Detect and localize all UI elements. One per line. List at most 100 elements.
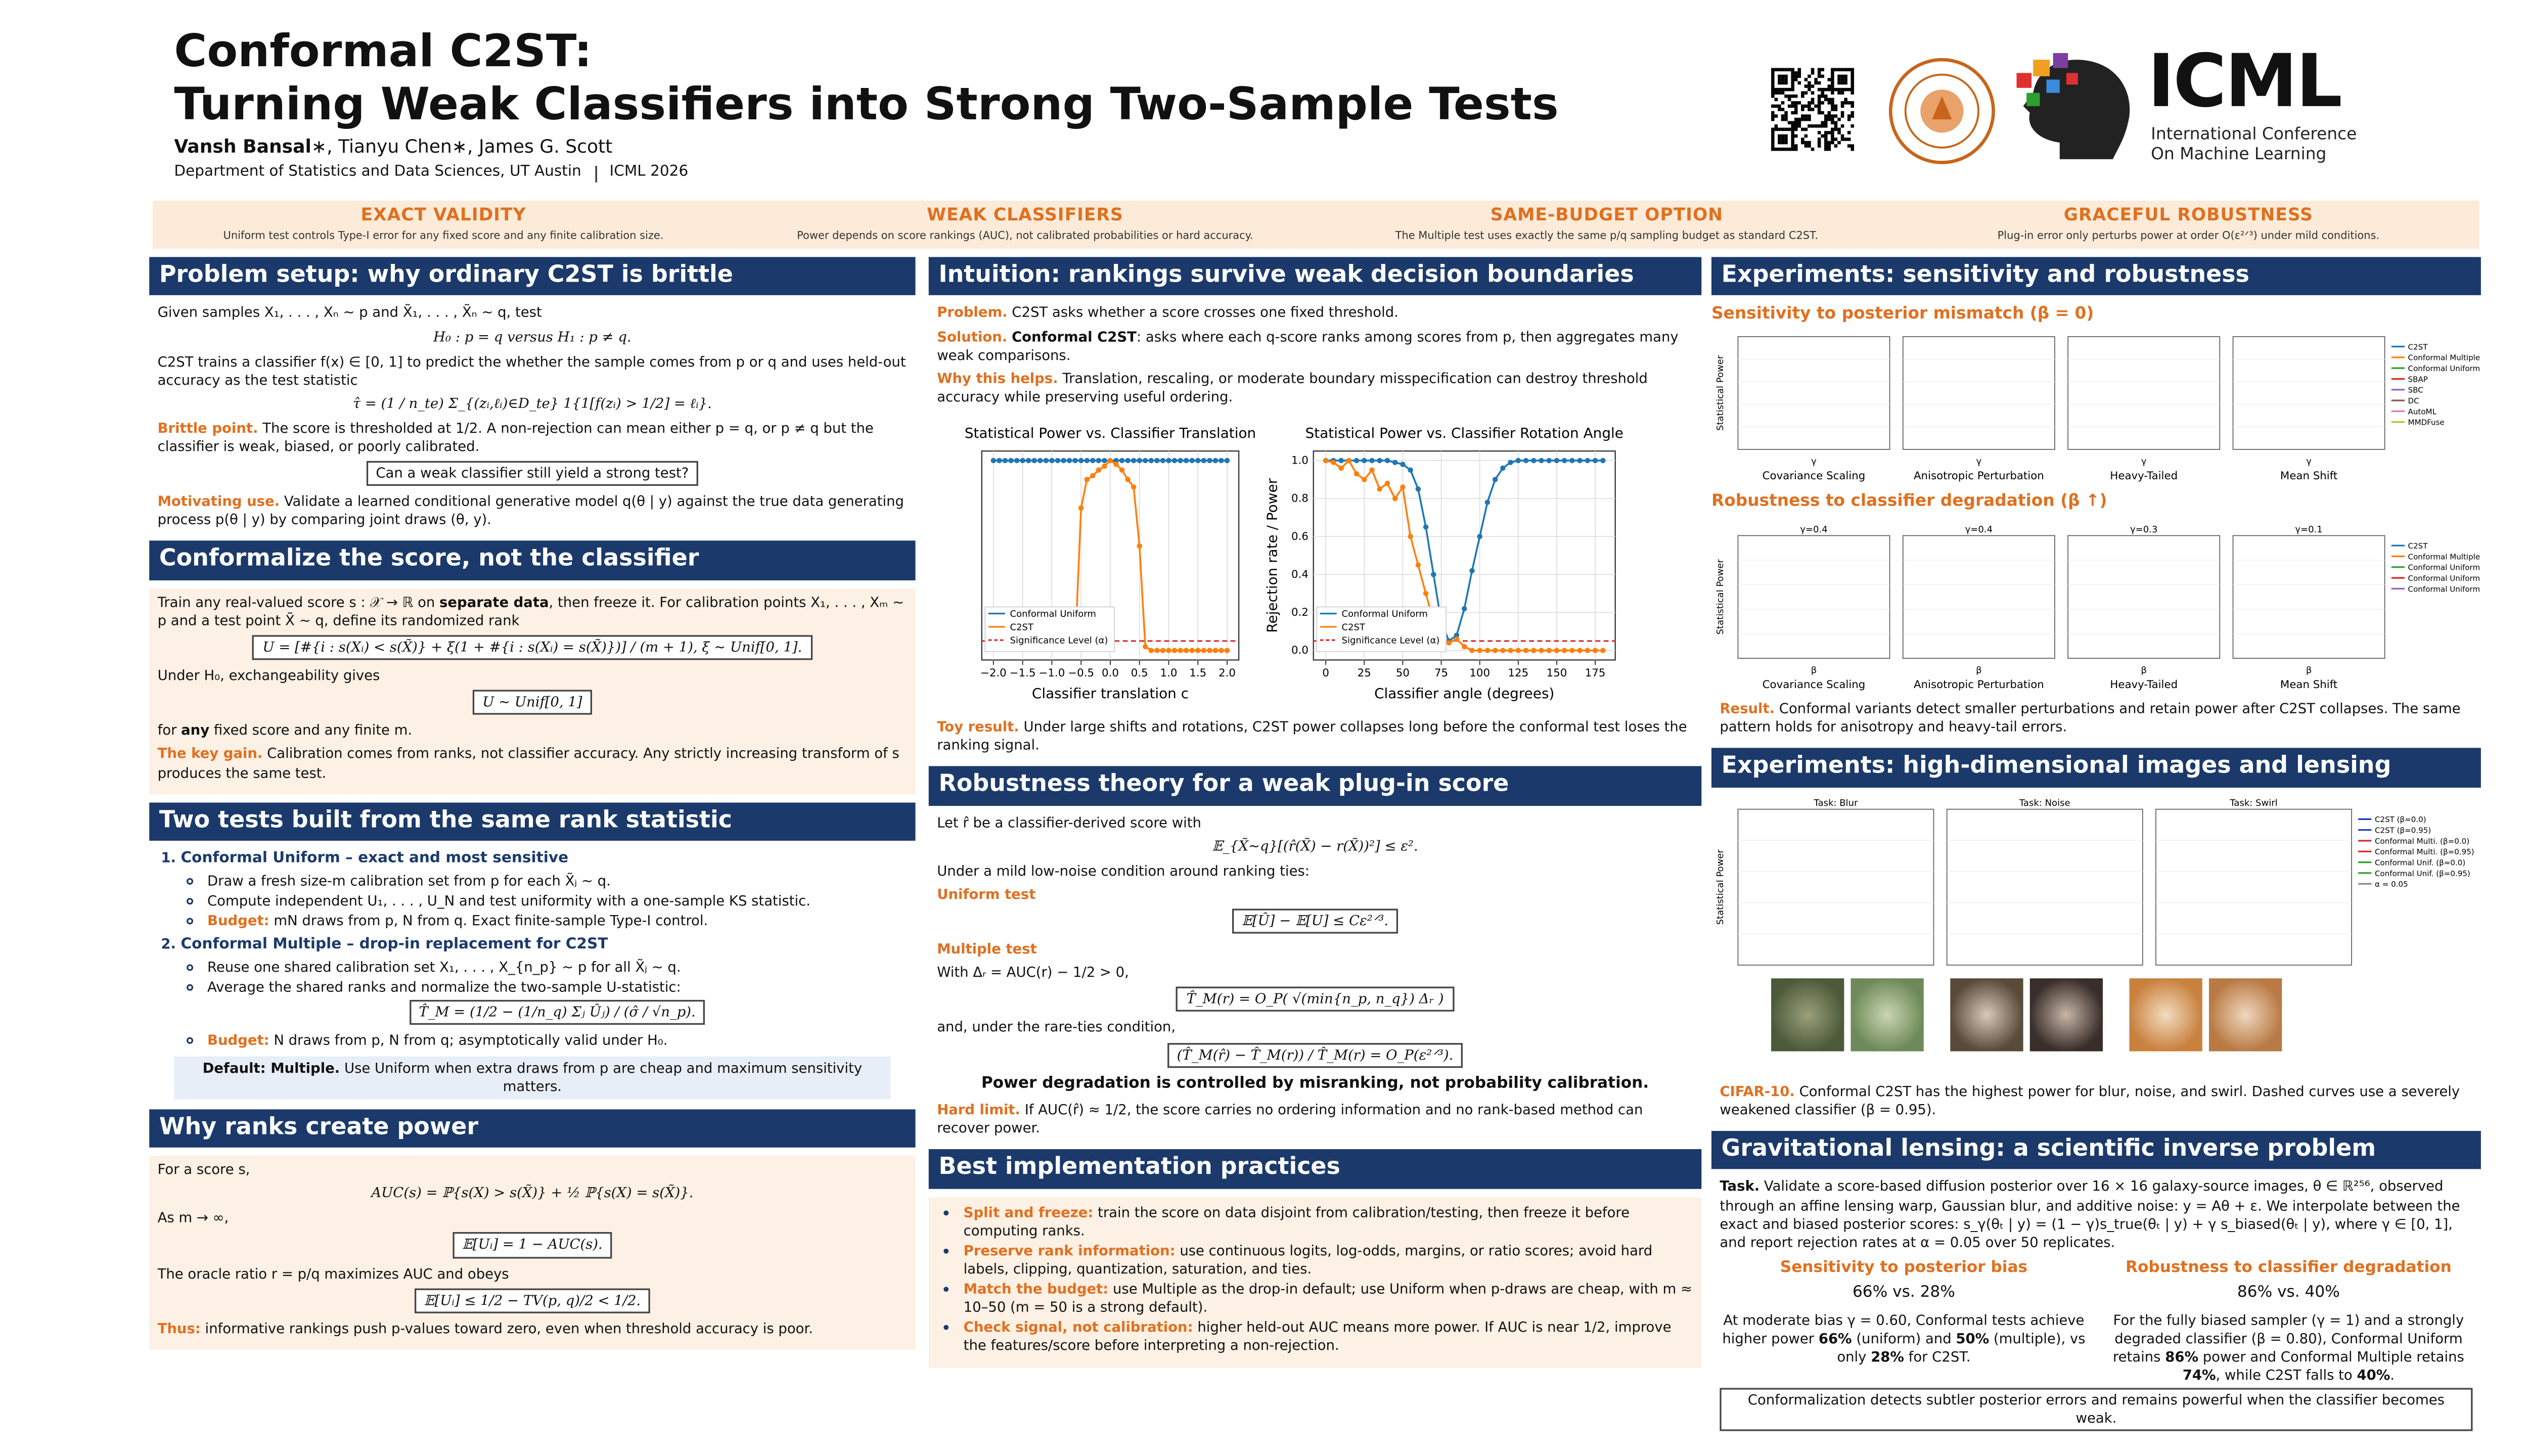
- text-run: The score is thresholded at 1/2. A non-r…: [157, 419, 874, 454]
- legend-label: Significance Level (α): [1342, 635, 1440, 646]
- bullet-item: Match the budget: use Multiple as the dr…: [964, 1281, 1693, 1317]
- qr-module: [1837, 91, 1841, 95]
- banner-text: Power depends on score rankings (AUC), n…: [797, 229, 1253, 242]
- qr-module: [1781, 141, 1785, 145]
- qr-module: [1821, 134, 1824, 138]
- data-point: [1131, 484, 1137, 490]
- section-title: Best implementation practices: [928, 1150, 1702, 1189]
- section-body: Conformal Uniform – exact and most sensi…: [149, 849, 915, 1109]
- y-tick-label: 0.4: [1291, 568, 1308, 581]
- section-title: Two tests built from the same rank stati…: [149, 802, 916, 841]
- text-run: As m → ∞,: [157, 1209, 229, 1226]
- paragraph: Thus: informative rankings push p-values…: [158, 1320, 908, 1338]
- text-run: If AUC(r̂) ≈ 1/2, the score carries no o…: [937, 1101, 1643, 1136]
- qr-module: [1781, 134, 1785, 138]
- qr-module: [1778, 127, 1781, 131]
- qr-module: [1831, 81, 1834, 85]
- data-point: [1125, 477, 1131, 482]
- bold-term: Vansh Bansal: [174, 135, 311, 158]
- bold-term: Default: Multiple.: [202, 1059, 340, 1076]
- x-axis-label: β: [2306, 665, 2312, 675]
- paragraph: and, under the rare-ties condition,: [937, 1019, 1693, 1037]
- data-point: [1423, 590, 1429, 596]
- qr-module: [1840, 81, 1844, 85]
- x-axis-label: Classifier translation c: [1032, 685, 1189, 702]
- bullet-item: Budget: mN draws from p, N from q. Exact…: [207, 913, 907, 931]
- legend-label: C2ST: [1010, 622, 1034, 632]
- column: Experiments: sensitivity and robustness …: [1711, 257, 2498, 1445]
- qr-module: [1850, 91, 1855, 95]
- qr-module: [1771, 114, 1775, 118]
- data-point: [1454, 636, 1460, 642]
- qr-module: [1778, 68, 1781, 72]
- qr-module: [1784, 134, 1788, 138]
- text-run: Use Uniform when extra draws from p are …: [340, 1059, 863, 1094]
- qr-module: [1831, 98, 1834, 102]
- bold-term: 66%: [1818, 1330, 1852, 1347]
- qr-module: [1827, 144, 1831, 148]
- qr-module: [1797, 71, 1801, 75]
- qr-module: [1824, 144, 1828, 148]
- result-heading: Sensitivity to posterior bias: [1780, 1258, 2028, 1277]
- qr-module: [1840, 91, 1844, 95]
- x-tick-label: 25: [1358, 667, 1371, 679]
- qr-module: [1787, 87, 1791, 92]
- lead-term: Motivating use.: [157, 492, 280, 510]
- qr-module: [1837, 78, 1841, 81]
- section-title: Experiments: sensitivity and robustness: [1711, 257, 2481, 296]
- qr-module: [1794, 71, 1798, 75]
- subsection-title: Sensitivity to posterior mismatch (β = 0…: [1711, 306, 2094, 325]
- y-tick-label: 0.2: [1291, 606, 1308, 619]
- x-tick-label: 75: [1434, 667, 1448, 679]
- qr-module: [1774, 87, 1778, 92]
- legend-label: C2ST (β=0.0): [2375, 814, 2426, 824]
- paragraph: Hard limit. If AUC(r̂) ≈ 1/2, the score …: [937, 1101, 1693, 1138]
- qr-module: [1834, 114, 1838, 118]
- qr-module: [1831, 131, 1834, 134]
- lead-term: Multiple test: [937, 940, 1037, 958]
- text-run: Given samples X₁, . . . , Xₙ ∼ p and X̃₁…: [157, 304, 542, 321]
- data-point: [1072, 458, 1078, 463]
- paragraph: Given samples X₁, . . . , Xₙ ∼ p and X̃₁…: [158, 304, 908, 323]
- data-point: [1384, 480, 1390, 486]
- qr-module: [1791, 124, 1794, 128]
- qr-module: [1844, 81, 1847, 85]
- column: Problem setup: why ordinary C2ST is brit…: [149, 257, 916, 1357]
- qr-module: [1850, 104, 1855, 108]
- text-run: Compute independent U₁, . . . , U_N and …: [207, 892, 810, 909]
- qr-module: [1817, 108, 1821, 111]
- data-point: [1600, 458, 1606, 463]
- text-run: Calibration comes from ranks, not classi…: [157, 745, 899, 781]
- data-point: [1102, 458, 1107, 463]
- qr-module: [1784, 87, 1788, 92]
- section-title: Why ranks create power: [149, 1109, 916, 1148]
- equation: τ̂ = (1 / n_te) Σ_{(zᵢ,ℓᵢ)∈D_te} 1{1[f(z…: [352, 394, 712, 411]
- qr-module: [1804, 141, 1808, 145]
- qr-module: [1791, 141, 1794, 145]
- data-point: [1539, 458, 1544, 463]
- qr-module: [1794, 78, 1798, 81]
- data-point: [1408, 467, 1413, 473]
- paragraph: Problem. C2ST asks whether a score cross…: [937, 304, 1693, 323]
- data-point: [1408, 533, 1413, 539]
- data-point: [1477, 533, 1482, 539]
- data-point: [1201, 458, 1207, 463]
- equation-row: 𝔼[Uᵢ] ≤ 1/2 − TV(p, q)/2 < 1/2.: [158, 1288, 908, 1313]
- panel-frame: [2155, 808, 2352, 965]
- boxed-text: T̂_M = (1/2 − (1/n_q) Σⱼ Ûⱼ) / (σ̂ / √n_…: [409, 1000, 706, 1026]
- qr-module: [1814, 104, 1818, 108]
- bold-term: Conformal C2ST: [1012, 328, 1137, 344]
- qr-module: [1771, 68, 1775, 72]
- paragraph: Why this helps. Translation, rescaling, …: [937, 370, 1693, 406]
- data-point: [1338, 465, 1344, 471]
- data-point: [1201, 648, 1207, 653]
- text-run: higher held-out AUC means more power. If…: [963, 1318, 1672, 1354]
- qr-module: [1801, 91, 1804, 95]
- qr-module: [1834, 144, 1838, 148]
- qr-module: [1817, 68, 1821, 72]
- data-point: [1061, 458, 1066, 463]
- bold-term: 50%: [1956, 1330, 1990, 1347]
- legend-label: SBC: [2408, 385, 2423, 394]
- qr-module: [1771, 74, 1775, 78]
- section-body: Task. Validate a score-based diffusion p…: [1711, 1178, 2481, 1445]
